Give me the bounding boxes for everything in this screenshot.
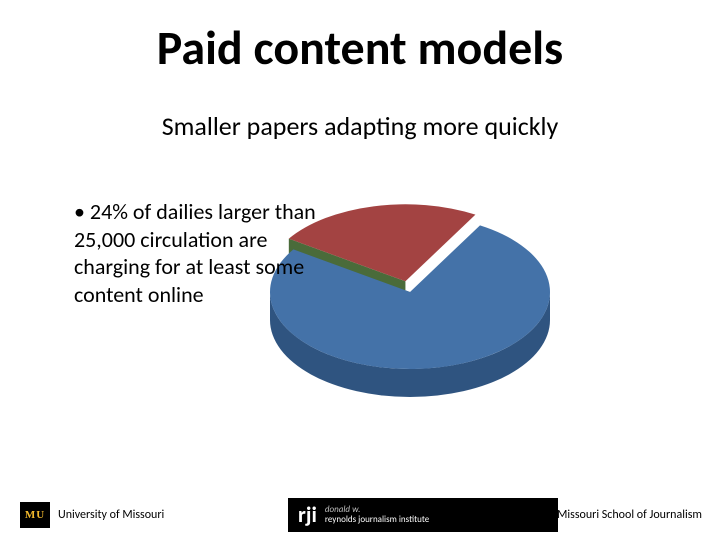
footer: MU University of Missouri rji donald w. … xyxy=(0,492,720,540)
mu-logo-icon: MU xyxy=(20,502,50,528)
rji-small-text: donald w. reynolds journalism institute xyxy=(325,505,429,525)
slide: Paid content models Smaller papers adapt… xyxy=(0,0,720,540)
slide-subtitle: Smaller papers adapting more quickly xyxy=(0,110,720,142)
rji-logo: rji donald w. reynolds journalism instit… xyxy=(288,498,558,532)
footer-right-text: Missouri School of Journalism xyxy=(557,508,702,522)
pie-slice-label-24: 24% xyxy=(570,232,605,256)
rji-big-text: rji xyxy=(298,504,317,526)
rji-small-bot: reynolds journalism institute xyxy=(325,515,429,525)
slide-title: Paid content models xyxy=(0,18,720,77)
footer-left-text: University of Missouri xyxy=(58,508,164,522)
bullet-text: • 24% of dailies larger than 25,000 circ… xyxy=(74,198,334,308)
